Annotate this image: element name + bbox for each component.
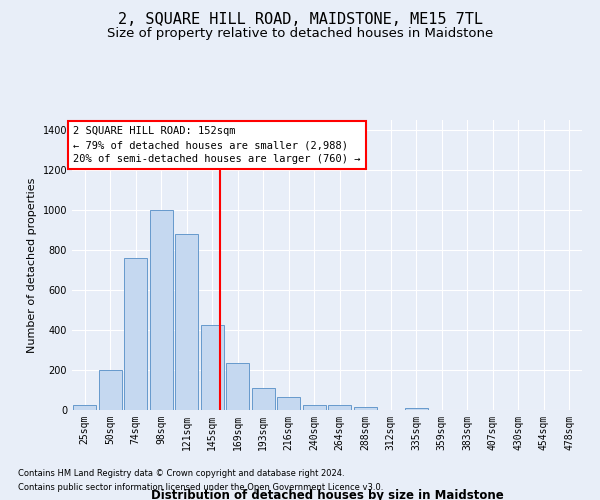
Bar [98,370,122,410]
Text: 2 SQUARE HILL ROAD: 152sqm
← 79% of detached houses are smaller (2,988)
20% of s: 2 SQUARE HILL ROAD: 152sqm ← 79% of deta… [73,126,361,164]
Bar [277,397,301,410]
Bar [328,405,352,410]
Text: Contains public sector information licensed under the Open Government Licence v3: Contains public sector information licen… [18,484,383,492]
Text: Size of property relative to detached houses in Maidstone: Size of property relative to detached ho… [107,28,493,40]
Bar [404,408,428,410]
Bar [175,234,199,410]
Text: Contains HM Land Registry data © Crown copyright and database right 2024.: Contains HM Land Registry data © Crown c… [18,468,344,477]
X-axis label: Distribution of detached houses by size in Maidstone: Distribution of detached houses by size … [151,489,503,500]
Bar [251,388,275,410]
Bar [73,405,97,410]
Y-axis label: Number of detached properties: Number of detached properties [27,178,37,352]
Bar [124,258,148,410]
Bar [226,363,250,410]
Bar [200,325,224,410]
Bar [353,407,377,410]
Bar [302,405,326,410]
Text: 2, SQUARE HILL ROAD, MAIDSTONE, ME15 7TL: 2, SQUARE HILL ROAD, MAIDSTONE, ME15 7TL [118,12,482,28]
Bar [149,210,173,410]
